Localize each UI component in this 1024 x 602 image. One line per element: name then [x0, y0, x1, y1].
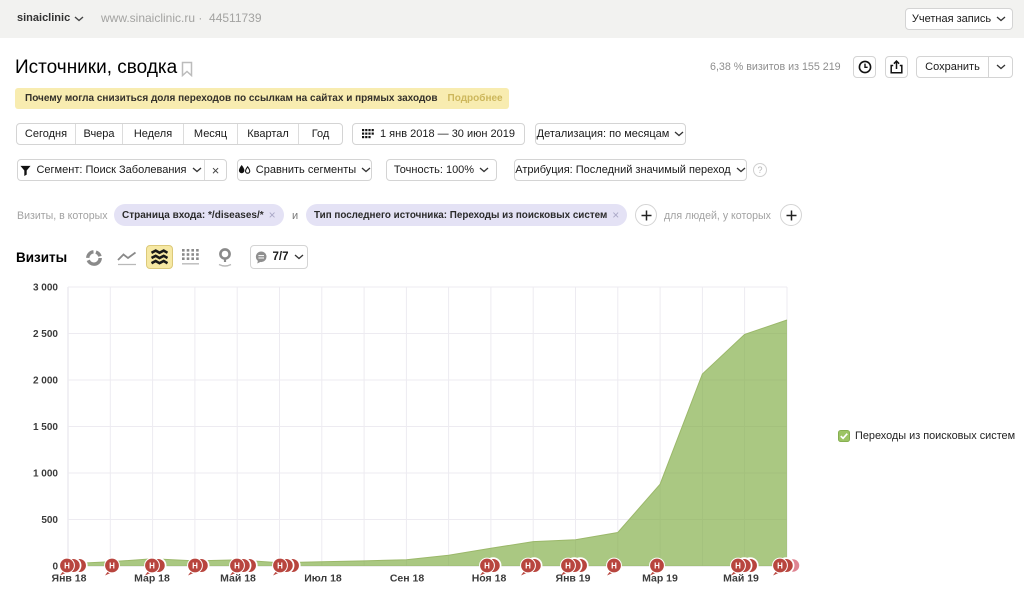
- svg-text:Н: Н: [565, 562, 571, 571]
- svg-text:Янв 18: Янв 18: [52, 573, 87, 585]
- svg-text:Н: Н: [654, 562, 660, 571]
- svg-text:Н: Н: [735, 562, 741, 571]
- svg-text:3 000: 3 000: [33, 283, 58, 294]
- svg-text:Мар 18: Мар 18: [134, 573, 170, 585]
- svg-text:Н: Н: [277, 562, 283, 571]
- svg-text:Май 19: Май 19: [723, 573, 759, 585]
- svg-text:1 000: 1 000: [33, 469, 58, 480]
- svg-text:500: 500: [41, 515, 58, 526]
- svg-text:Н: Н: [64, 562, 70, 571]
- svg-text:2 500: 2 500: [33, 329, 58, 340]
- svg-text:Янв 19: Янв 19: [556, 573, 591, 585]
- svg-text:Н: Н: [484, 562, 490, 571]
- svg-text:Н: Н: [109, 562, 115, 571]
- svg-text:Ноя 18: Ноя 18: [472, 573, 507, 585]
- svg-text:Мар 19: Мар 19: [642, 573, 678, 585]
- svg-text:Н: Н: [777, 562, 783, 571]
- svg-text:0: 0: [52, 562, 58, 573]
- svg-text:Май 18: Май 18: [220, 573, 256, 585]
- svg-text:Н: Н: [192, 562, 198, 571]
- svg-text:1 500: 1 500: [33, 422, 58, 433]
- svg-text:2 000: 2 000: [33, 376, 58, 387]
- svg-text:Н: Н: [234, 562, 240, 571]
- svg-text:Июл 18: Июл 18: [304, 573, 342, 585]
- svg-text:Н: Н: [611, 562, 617, 571]
- svg-text:Сен 18: Сен 18: [390, 573, 425, 585]
- svg-text:Н: Н: [525, 562, 531, 571]
- svg-text:Н: Н: [149, 562, 155, 571]
